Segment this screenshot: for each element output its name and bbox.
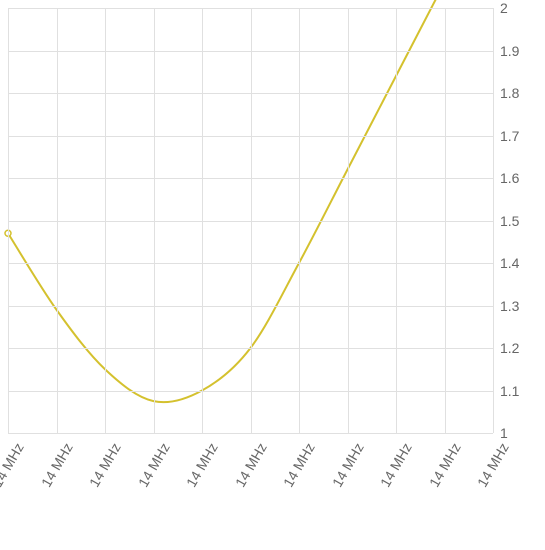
y-tick-label: 1.6 [500, 170, 519, 186]
y-gridline [8, 178, 493, 179]
y-gridline [8, 391, 493, 392]
y-gridline [8, 8, 493, 9]
plot-area [8, 8, 493, 433]
y-tick-label: 1.8 [500, 85, 519, 101]
y-tick-label: 1.3 [500, 298, 519, 314]
y-gridline [8, 306, 493, 307]
y-tick-label: 1.2 [500, 340, 519, 356]
x-tick-label: 14 MHz [34, 440, 75, 496]
y-tick-label: 1.5 [500, 213, 519, 229]
x-tick-label: 14 MHz [0, 440, 27, 496]
x-tick-label: 14 MHz [131, 440, 172, 496]
y-gridline [8, 93, 493, 94]
x-tick-label: 14 MHz [180, 440, 221, 496]
y-tick-label: 2 [500, 0, 508, 16]
y-gridline [8, 433, 493, 434]
x-tick-label: 14 MHz [277, 440, 318, 496]
y-gridline [8, 221, 493, 222]
x-tick-label: 14 MHz [471, 440, 512, 496]
y-tick-label: 1.7 [500, 128, 519, 144]
x-tick-label: 14 MHz [228, 440, 269, 496]
x-tick-label: 14 MHz [83, 440, 124, 496]
y-tick-label: 1.9 [500, 43, 519, 59]
y-tick-label: 1 [500, 425, 508, 441]
y-gridline [8, 136, 493, 137]
y-gridline [8, 51, 493, 52]
y-gridline [8, 348, 493, 349]
series-line [8, 0, 445, 402]
x-tick-label: 14 MHz [374, 440, 415, 496]
y-gridline [8, 263, 493, 264]
x-gridline [493, 8, 494, 433]
chart-container: 14 MHz14 MHz14 MHz14 MHz14 MHz14 MHz14 M… [0, 0, 545, 550]
x-tick-label: 14 MHz [325, 440, 366, 496]
y-tick-label: 1.4 [500, 255, 519, 271]
x-tick-label: 14 MHz [422, 440, 463, 496]
y-tick-label: 1.1 [500, 383, 519, 399]
